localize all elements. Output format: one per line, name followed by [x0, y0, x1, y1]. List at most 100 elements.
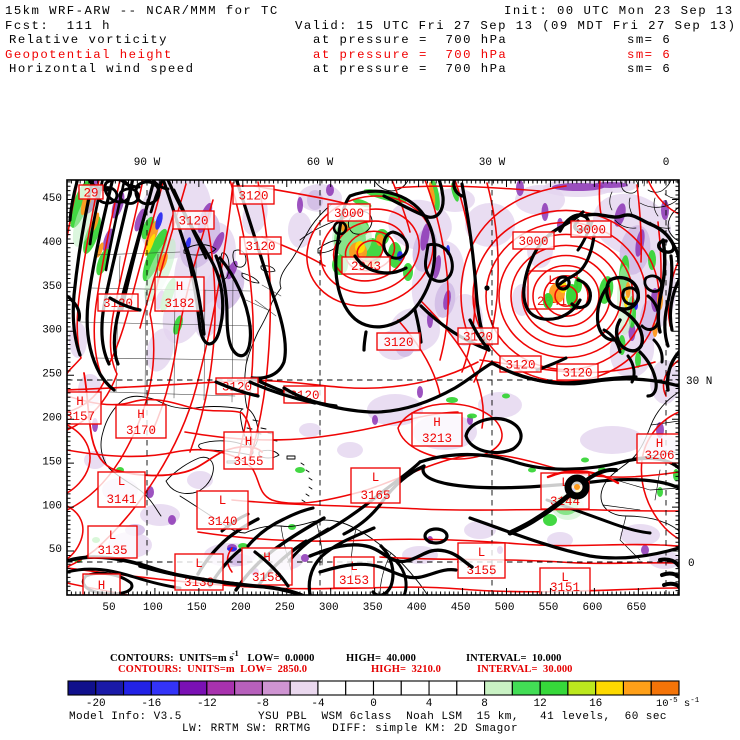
svg-text:-8: -8 — [256, 698, 269, 710]
svg-text:3170: 3170 — [126, 424, 156, 438]
svg-text:450: 450 — [451, 602, 471, 614]
svg-text:350: 350 — [42, 281, 62, 293]
svg-text:H: H — [137, 408, 145, 422]
svg-text:250: 250 — [42, 369, 62, 381]
svg-text:300: 300 — [42, 325, 62, 337]
svg-text:650: 650 — [626, 602, 646, 614]
svg-text:350: 350 — [363, 602, 383, 614]
svg-text:90 W: 90 W — [134, 157, 161, 169]
svg-text:3120: 3120 — [178, 215, 208, 229]
svg-text:H: H — [76, 395, 84, 409]
svg-text:150: 150 — [42, 456, 62, 468]
svg-text:12: 12 — [534, 698, 547, 710]
svg-text:Model Info: V3.5: Model Info: V3.5 — [69, 711, 182, 723]
svg-text:L: L — [372, 471, 380, 485]
svg-text:10-5 s-1: 10-5 s-1 — [656, 697, 700, 710]
svg-text:at pressure = 700 hPa: at pressure = 700 hPa — [313, 33, 507, 47]
svg-text:150: 150 — [187, 602, 207, 614]
svg-text:Fcst: 111 h: Fcst: 111 h — [5, 19, 111, 33]
svg-text:HIGH= 40.000: HIGH= 40.000 — [346, 653, 416, 664]
svg-text:30 W: 30 W — [479, 157, 506, 169]
svg-text:3000: 3000 — [518, 235, 548, 249]
svg-text:16: 16 — [589, 698, 602, 710]
svg-text:-20: -20 — [86, 698, 106, 710]
svg-text:3153: 3153 — [339, 574, 369, 588]
svg-text:500: 500 — [495, 602, 515, 614]
svg-text:Horizontal wind speed: Horizontal wind speed — [9, 62, 194, 76]
svg-text:60 W: 60 W — [307, 157, 334, 169]
svg-text:L: L — [118, 475, 126, 489]
svg-text:3182: 3182 — [164, 297, 194, 311]
svg-text:550: 550 — [539, 602, 559, 614]
svg-text:CONTOURS: UNITS=m s: CONTOURS: UNITS=m s — [110, 653, 234, 664]
svg-text:L: L — [219, 494, 227, 508]
svg-text:H: H — [98, 579, 106, 593]
svg-text:15km WRF-ARW -- NCAR/MMM for T: 15km WRF-ARW -- NCAR/MMM for TC — [5, 4, 279, 18]
svg-text:100: 100 — [42, 500, 62, 512]
svg-text:50: 50 — [102, 602, 115, 614]
svg-text:3158: 3158 — [252, 571, 282, 585]
svg-text:CONTOURS: UNITS=m LOW= 2850: CONTOURS: UNITS=m LOW= 2850.0 — [118, 664, 307, 675]
svg-text:-12: -12 — [197, 698, 217, 710]
svg-text:3120: 3120 — [505, 359, 535, 373]
svg-text:3155: 3155 — [466, 564, 496, 578]
svg-text:H: H — [245, 435, 253, 449]
svg-text:3157: 3157 — [65, 410, 95, 424]
svg-text:YSU PBL WSM 6class Noah LSM: YSU PBL WSM 6class Noah LSM 15 km, 41 le… — [258, 711, 667, 723]
svg-text:3165: 3165 — [360, 489, 390, 503]
svg-text:3141: 3141 — [106, 493, 136, 507]
svg-text:Valid: 15 UTC Fri 27 Sep 13 (0: Valid: 15 UTC Fri 27 Sep 13 (09 MDT Fri … — [295, 19, 736, 33]
svg-text:0: 0 — [688, 558, 695, 570]
svg-text:L: L — [561, 476, 569, 490]
svg-text:400: 400 — [407, 602, 427, 614]
svg-text:-4: -4 — [311, 698, 325, 710]
svg-text:sm= 6: sm= 6 — [627, 62, 671, 76]
svg-text:H: H — [176, 280, 184, 294]
svg-text:H: H — [433, 416, 441, 430]
svg-text:L: L — [195, 557, 203, 571]
svg-text:4: 4 — [426, 698, 433, 710]
svg-text:INTERVAL= 30.000: INTERVAL= 30.000 — [477, 664, 573, 675]
svg-text:L: L — [109, 529, 117, 543]
svg-text:H: H — [263, 551, 271, 565]
svg-text:400: 400 — [42, 237, 62, 249]
svg-text:Geopotential height: Geopotential height — [5, 48, 173, 62]
svg-text:at pressure = 700 hPa: at pressure = 700 hPa — [313, 62, 507, 76]
svg-text:3120: 3120 — [238, 190, 268, 204]
svg-text:250: 250 — [275, 602, 295, 614]
svg-text:200: 200 — [42, 413, 62, 425]
svg-text:600: 600 — [583, 602, 603, 614]
svg-text:100: 100 — [143, 602, 163, 614]
svg-text:L: L — [561, 571, 569, 585]
svg-text:sm= 6: sm= 6 — [627, 48, 671, 62]
svg-text:H: H — [656, 437, 664, 451]
svg-text:3213: 3213 — [422, 432, 452, 446]
svg-text:200: 200 — [231, 602, 251, 614]
svg-text:3120: 3120 — [562, 367, 592, 381]
svg-text:at pressure = 700 hPa: at pressure = 700 hPa — [313, 48, 507, 62]
svg-text:50: 50 — [49, 544, 62, 556]
svg-text:L: L — [478, 546, 486, 560]
svg-text:30 N: 30 N — [686, 376, 712, 388]
svg-text:L: L — [350, 560, 358, 574]
svg-text:0: 0 — [663, 157, 670, 169]
svg-text:29: 29 — [83, 187, 98, 201]
svg-text:LW: RRTM SW: RRTMG DIFF: sim: LW: RRTM SW: RRTMG DIFF: simple KM: 2D S… — [182, 723, 518, 735]
svg-text:LOW= 0.0000: LOW= 0.0000 — [242, 653, 314, 664]
svg-text:INTERVAL= 10.000: INTERVAL= 10.000 — [466, 653, 562, 664]
svg-text:-1: -1 — [232, 649, 239, 658]
svg-text:3120: 3120 — [383, 336, 413, 350]
svg-text:0: 0 — [370, 698, 377, 710]
svg-text:3120: 3120 — [245, 240, 275, 254]
svg-text:3155: 3155 — [233, 455, 263, 469]
svg-text:450: 450 — [42, 193, 62, 205]
svg-text:sm= 6: sm= 6 — [627, 33, 671, 47]
svg-text:-16: -16 — [141, 698, 161, 710]
svg-text:8: 8 — [481, 698, 488, 710]
svg-text:HIGH= 3210.0: HIGH= 3210.0 — [371, 664, 441, 675]
svg-text:Relative vorticity: Relative vorticity — [9, 33, 168, 47]
svg-text:3135: 3135 — [97, 544, 127, 558]
svg-text:Init: 00 UTC Mon 23 Sep 13: Init: 00 UTC Mon 23 Sep 13 — [504, 4, 734, 18]
svg-text:3140: 3140 — [207, 515, 237, 529]
svg-text:3000: 3000 — [576, 224, 606, 238]
